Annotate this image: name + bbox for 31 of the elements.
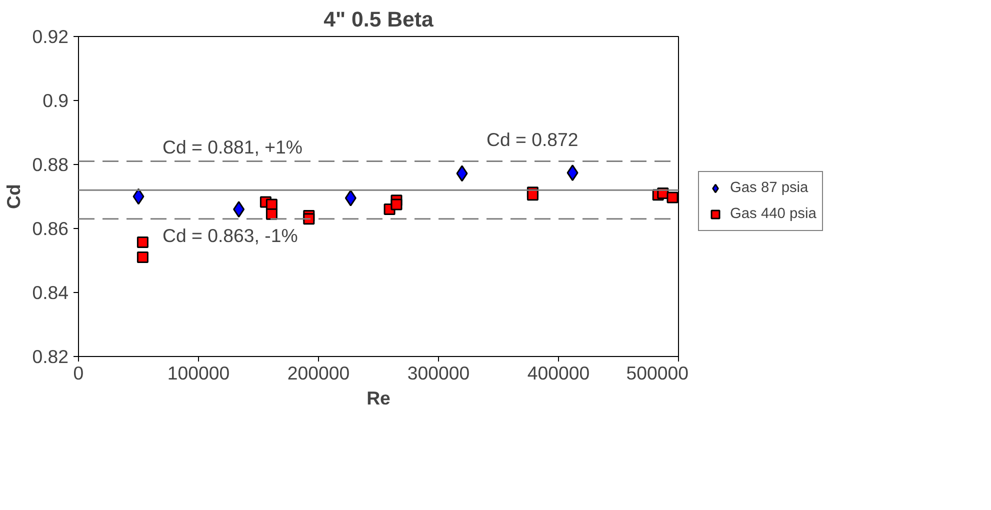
y-tick-label: 0.84 xyxy=(32,282,68,303)
x-tick-label: 100000 xyxy=(167,362,230,384)
y-tick-label: 0.92 xyxy=(32,26,68,47)
ref-line-label: Cd = 0.863, -1% xyxy=(162,224,298,246)
y-tick-label: 0.86 xyxy=(32,218,68,239)
x-tick-label: 200000 xyxy=(287,362,350,384)
point xyxy=(456,165,468,182)
y-axis-title: Cd xyxy=(3,184,24,209)
x-axis-title: Re xyxy=(366,388,390,408)
ref-line-label: Cd = 0.872 xyxy=(486,129,578,150)
point xyxy=(344,190,356,206)
point xyxy=(132,188,144,205)
x-tick-label: 400000 xyxy=(527,362,590,384)
x-tick-label: 0 xyxy=(73,362,84,384)
y-tick-label: 0.88 xyxy=(32,154,68,175)
y-tick-label: 0.9 xyxy=(42,90,69,111)
legend-label: Gas 87 psia xyxy=(730,180,808,196)
point xyxy=(266,208,278,220)
y-tick-label: 0.82 xyxy=(32,346,68,367)
point xyxy=(666,192,678,204)
point xyxy=(233,201,245,218)
point xyxy=(303,213,315,225)
point xyxy=(136,252,148,264)
point xyxy=(566,164,578,182)
x-tick-label: 300000 xyxy=(407,362,470,384)
legend-label: Gas 440 psia xyxy=(730,206,816,222)
x-tick-label: 500000 xyxy=(626,362,689,384)
ref-line-label: Cd = 0.881, +1% xyxy=(162,136,303,158)
chart-title: 4" 0.5 Beta xyxy=(324,8,434,32)
point xyxy=(390,198,402,210)
point xyxy=(136,236,148,248)
